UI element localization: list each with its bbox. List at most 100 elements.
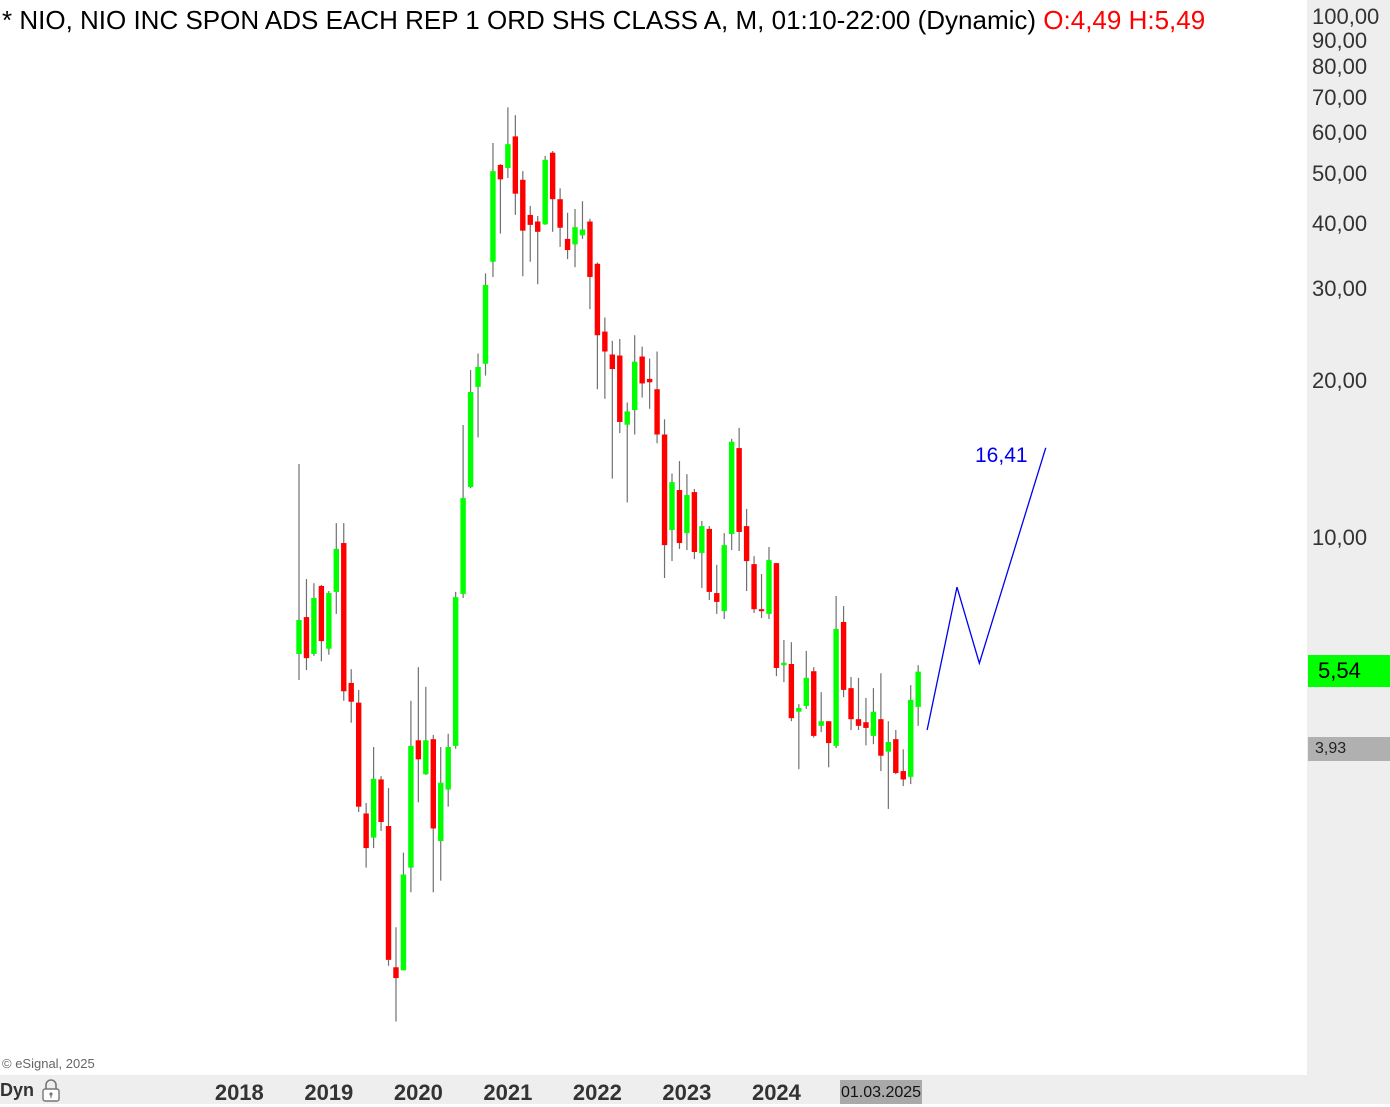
ohlc-readout: O:4,49 H:5,49 xyxy=(1043,5,1206,35)
year-tick-label: 2019 xyxy=(304,1080,354,1105)
candle xyxy=(788,642,795,722)
candle-body-up xyxy=(803,677,809,706)
candle-body-down xyxy=(863,722,869,728)
candle-body-up xyxy=(728,441,735,534)
candle-body-up xyxy=(445,747,451,790)
candle-body-down xyxy=(393,967,399,979)
candle-body-up xyxy=(796,707,802,712)
low-price-tag: 3,93 xyxy=(1308,737,1390,761)
candle xyxy=(467,370,474,489)
price-tick-label: 80,00 xyxy=(1312,54,1368,80)
candle-body-down xyxy=(893,739,899,773)
candle-body-up xyxy=(482,284,489,364)
candle xyxy=(460,424,466,599)
price-tick-label: 50,00 xyxy=(1312,160,1368,186)
price-tick-label: 70,00 xyxy=(1312,84,1368,110)
candle xyxy=(587,218,593,310)
candle-body-down xyxy=(773,563,780,668)
projection-line xyxy=(926,447,1047,731)
candle xyxy=(378,776,384,831)
candle xyxy=(751,556,757,613)
candle-body-down xyxy=(743,526,750,562)
candle-body-down xyxy=(758,609,765,612)
candle-body-up xyxy=(311,598,317,654)
candle-body-down xyxy=(385,826,392,960)
candle-body-up xyxy=(460,498,466,594)
candle xyxy=(393,927,399,1022)
dynamic-mode-label[interactable]: Dyn xyxy=(0,1080,35,1100)
candle-body-down xyxy=(900,771,906,780)
date-marker-tag: 01.03.2025 xyxy=(840,1080,922,1104)
candle xyxy=(490,143,496,277)
time-axis-bar[interactable] xyxy=(0,1075,1307,1104)
candle-body-up xyxy=(885,741,892,752)
candle xyxy=(661,419,668,578)
candle xyxy=(594,262,601,390)
candle xyxy=(408,700,414,893)
candle-body-up xyxy=(296,620,302,654)
candle-body-down xyxy=(848,688,854,720)
candle xyxy=(833,595,839,749)
candle-body-down xyxy=(617,355,623,422)
candles-group xyxy=(296,107,921,1022)
price-tick-label: 100,00 xyxy=(1312,4,1380,29)
candle-body-up xyxy=(542,159,548,225)
candle xyxy=(333,523,339,614)
candle xyxy=(654,351,660,444)
candle xyxy=(475,353,481,438)
candle xyxy=(482,273,489,376)
candle-body-down xyxy=(557,199,563,228)
year-tick-label: 2024 xyxy=(751,1080,801,1105)
price-tick-label: 40,00 xyxy=(1312,211,1368,237)
candle-body-down xyxy=(587,221,593,277)
candle xyxy=(370,747,377,849)
candle-body-down xyxy=(594,263,601,336)
candle-body-down xyxy=(825,721,832,744)
candle-body-up xyxy=(452,597,459,746)
candle xyxy=(512,115,519,215)
candle-body-up xyxy=(915,671,921,707)
candle xyxy=(579,201,586,239)
candle xyxy=(863,698,869,746)
candle-body-down xyxy=(512,136,519,194)
candle-body-up xyxy=(818,721,824,726)
lock-icon[interactable] xyxy=(40,1078,62,1107)
candle xyxy=(572,209,578,268)
candle-body-down xyxy=(840,621,847,690)
candle-body-down xyxy=(654,389,660,435)
candle-body-down xyxy=(430,739,436,829)
candle xyxy=(542,156,548,225)
candle-body-up xyxy=(408,745,414,868)
year-tick-label: 2018 xyxy=(214,1080,264,1105)
price-tick-label: 20,00 xyxy=(1312,368,1368,394)
candle-body-down xyxy=(527,214,533,225)
candle xyxy=(900,749,906,787)
candle-body-down xyxy=(564,238,571,251)
candle xyxy=(415,667,422,803)
candle xyxy=(646,358,653,409)
candle xyxy=(430,734,436,893)
price-axis-panel[interactable] xyxy=(1307,0,1390,1104)
candle-body-up xyxy=(833,628,839,746)
candle xyxy=(355,689,362,812)
candle xyxy=(706,526,712,601)
candle-body-down xyxy=(602,331,608,352)
candle-body-down xyxy=(811,671,817,736)
symbol-title: * NIO, NIO INC SPON ADS EACH REP 1 ORD S… xyxy=(2,5,1037,35)
candle-body-up xyxy=(684,495,690,534)
candle-body-down xyxy=(676,490,683,544)
candle-body-up xyxy=(870,711,877,736)
candle xyxy=(818,692,824,733)
candle-body-down xyxy=(535,221,541,232)
candle xyxy=(825,721,832,768)
candle xyxy=(781,640,787,683)
candle xyxy=(878,673,884,772)
candle xyxy=(303,579,310,671)
candle-body-down xyxy=(303,617,310,659)
candle-body-down xyxy=(661,434,668,546)
candle xyxy=(296,463,302,680)
candle xyxy=(893,730,899,775)
candle-body-up xyxy=(908,699,914,777)
copyright-text: © eSignal, 2025 xyxy=(2,1056,95,1071)
candle-body-down xyxy=(609,354,616,370)
